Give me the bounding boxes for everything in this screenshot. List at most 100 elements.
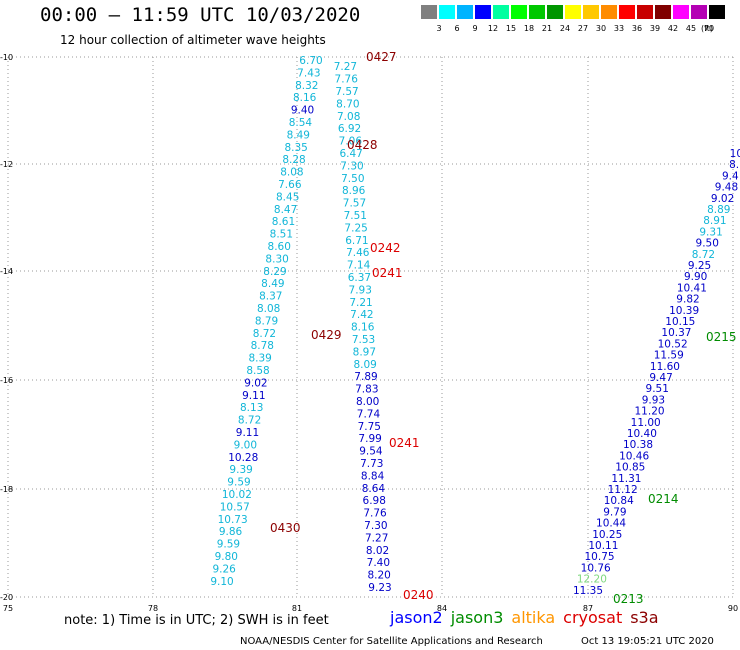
swh-value: 11.12	[608, 484, 638, 496]
swh-value: 7.25	[344, 222, 367, 234]
swh-value: 9.90	[684, 271, 707, 283]
swh-value: 6.92	[338, 123, 361, 135]
y-tick-label: -18	[0, 485, 13, 494]
swh-value: 9.40	[291, 105, 314, 117]
swh-value: 9.26	[212, 563, 236, 575]
wave-height-points: 6.70 7.27 7.43 7.76 8.32 7.57 8.16 8.70 9.40 7.08…	[210, 55, 740, 597]
scale-swatch	[619, 5, 635, 19]
swh-value: 8.91	[703, 215, 726, 227]
scale-label: 12	[487, 24, 499, 33]
swh-value: 7.51	[344, 210, 367, 222]
swh-value: 9.31	[699, 226, 722, 238]
scale-label: 36	[631, 24, 643, 33]
swh-value: 10.44	[596, 518, 626, 530]
swh-value: 7.76	[335, 74, 359, 86]
swh-value: 9.39	[229, 464, 252, 476]
x-tick-label: 84	[437, 604, 447, 613]
satellite-legend-jason2: jason2	[390, 608, 443, 627]
satellite-legend-altika: altika	[511, 608, 556, 627]
swh-value: 7.99	[358, 433, 381, 445]
swh-value: 8.37	[259, 291, 282, 303]
scale-swatch	[655, 5, 671, 19]
swh-value: 10.75	[585, 551, 615, 563]
swh-value: 10.41	[677, 282, 707, 294]
satellite-legend-jason3: jason3	[450, 608, 504, 627]
swh-value: 9.48	[715, 182, 738, 194]
swh-value: 8.13	[240, 402, 263, 414]
y-tick-label: -10	[0, 53, 13, 62]
scale-unit: (ft)	[701, 24, 714, 33]
scale-label: 24	[559, 24, 571, 33]
swh-value: 10.76	[581, 562, 611, 574]
swh-value: 10.57	[220, 501, 250, 513]
swh-value: 8.54	[289, 117, 313, 129]
scale-label: 3	[436, 24, 442, 33]
swh-value: 8.60	[268, 241, 291, 253]
swh-value: 9.47	[649, 372, 672, 384]
swh-value: 10.85	[615, 462, 645, 474]
scale-swatch	[691, 5, 707, 19]
y-tick-label: -12	[0, 160, 13, 169]
swh-value: 10.73	[218, 514, 248, 526]
swh-value: 9.86	[219, 526, 243, 538]
scale-label: 45	[685, 24, 697, 33]
swh-value: 8.09	[353, 359, 376, 371]
swh-value: 7.42	[350, 309, 373, 321]
pass-labels: 0427 0428 0242 0241 0429 0241 0430 0240 0215 0214…	[270, 50, 737, 606]
scale-label: 15	[505, 24, 517, 33]
swh-value: 9.00	[234, 439, 257, 451]
swh-value: 7.27	[365, 532, 388, 544]
y-tick-label: -16	[0, 376, 13, 385]
swh-value: 7.40	[367, 557, 390, 569]
x-tick-label: 87	[583, 604, 593, 613]
scale-label: 6	[454, 24, 460, 33]
scale-swatch	[583, 5, 599, 19]
swh-value: 7.73	[360, 458, 383, 470]
swh-value: 7.83	[355, 384, 378, 396]
swh-value: 8.64	[362, 483, 386, 495]
swh-value: 8.61	[272, 216, 295, 228]
swh-value: 10.02	[222, 489, 252, 501]
scale-swatch	[439, 5, 455, 19]
swh-value: 8.16	[293, 92, 317, 104]
swh-value: 8.70	[336, 98, 359, 110]
swh-value: 12.20	[577, 574, 607, 586]
swh-value: 8.35	[284, 142, 307, 154]
note-text: note: 1) Time is in UTC; 2) SWH is in fe…	[64, 613, 329, 628]
swh-value: 10.37	[661, 327, 691, 339]
pass-label: 0242	[370, 241, 401, 255]
scale-label: 70	[703, 24, 715, 33]
scale-label: 9	[472, 24, 478, 33]
scale-swatch	[457, 5, 473, 19]
scale-swatch	[475, 5, 491, 19]
swh-value: 8.16	[351, 322, 375, 334]
swh-value: 9.23	[368, 582, 391, 594]
swh-value: 8.39	[248, 353, 271, 365]
y-tick-label: -20	[0, 593, 13, 602]
swh-value: 8.84	[361, 470, 385, 482]
swh-value: 8.	[729, 159, 739, 171]
scale-label: 30	[595, 24, 607, 33]
scale-label: 42	[667, 24, 679, 33]
swh-value: 8.72	[238, 415, 261, 427]
swh-value: 8.58	[246, 365, 269, 377]
x-tick-label: 78	[148, 604, 158, 613]
swh-value: 9.59	[227, 477, 250, 489]
pass-label: 0240	[403, 588, 434, 602]
swh-value: 7.08	[337, 111, 360, 123]
swh-value: 7.89	[354, 371, 377, 383]
swh-value: 6.70	[299, 55, 322, 67]
swh-value: 11.20	[635, 406, 665, 418]
swh-value: 8.51	[270, 229, 293, 241]
swh-value: 9.59	[217, 539, 240, 551]
x-tick-label: 90	[728, 604, 738, 613]
swh-value: 10.39	[669, 305, 699, 317]
swh-value: 6.37	[348, 272, 371, 284]
satellite-legend-cryosat: cryosat	[563, 608, 623, 627]
swh-value: 7.06	[339, 136, 363, 148]
swh-value: 7.75	[358, 421, 381, 433]
swh-value: 11.59	[654, 350, 684, 362]
swh-value: 10.11	[588, 540, 618, 552]
pass-label: 0241	[389, 436, 420, 450]
swh-value: 7.53	[352, 334, 375, 346]
